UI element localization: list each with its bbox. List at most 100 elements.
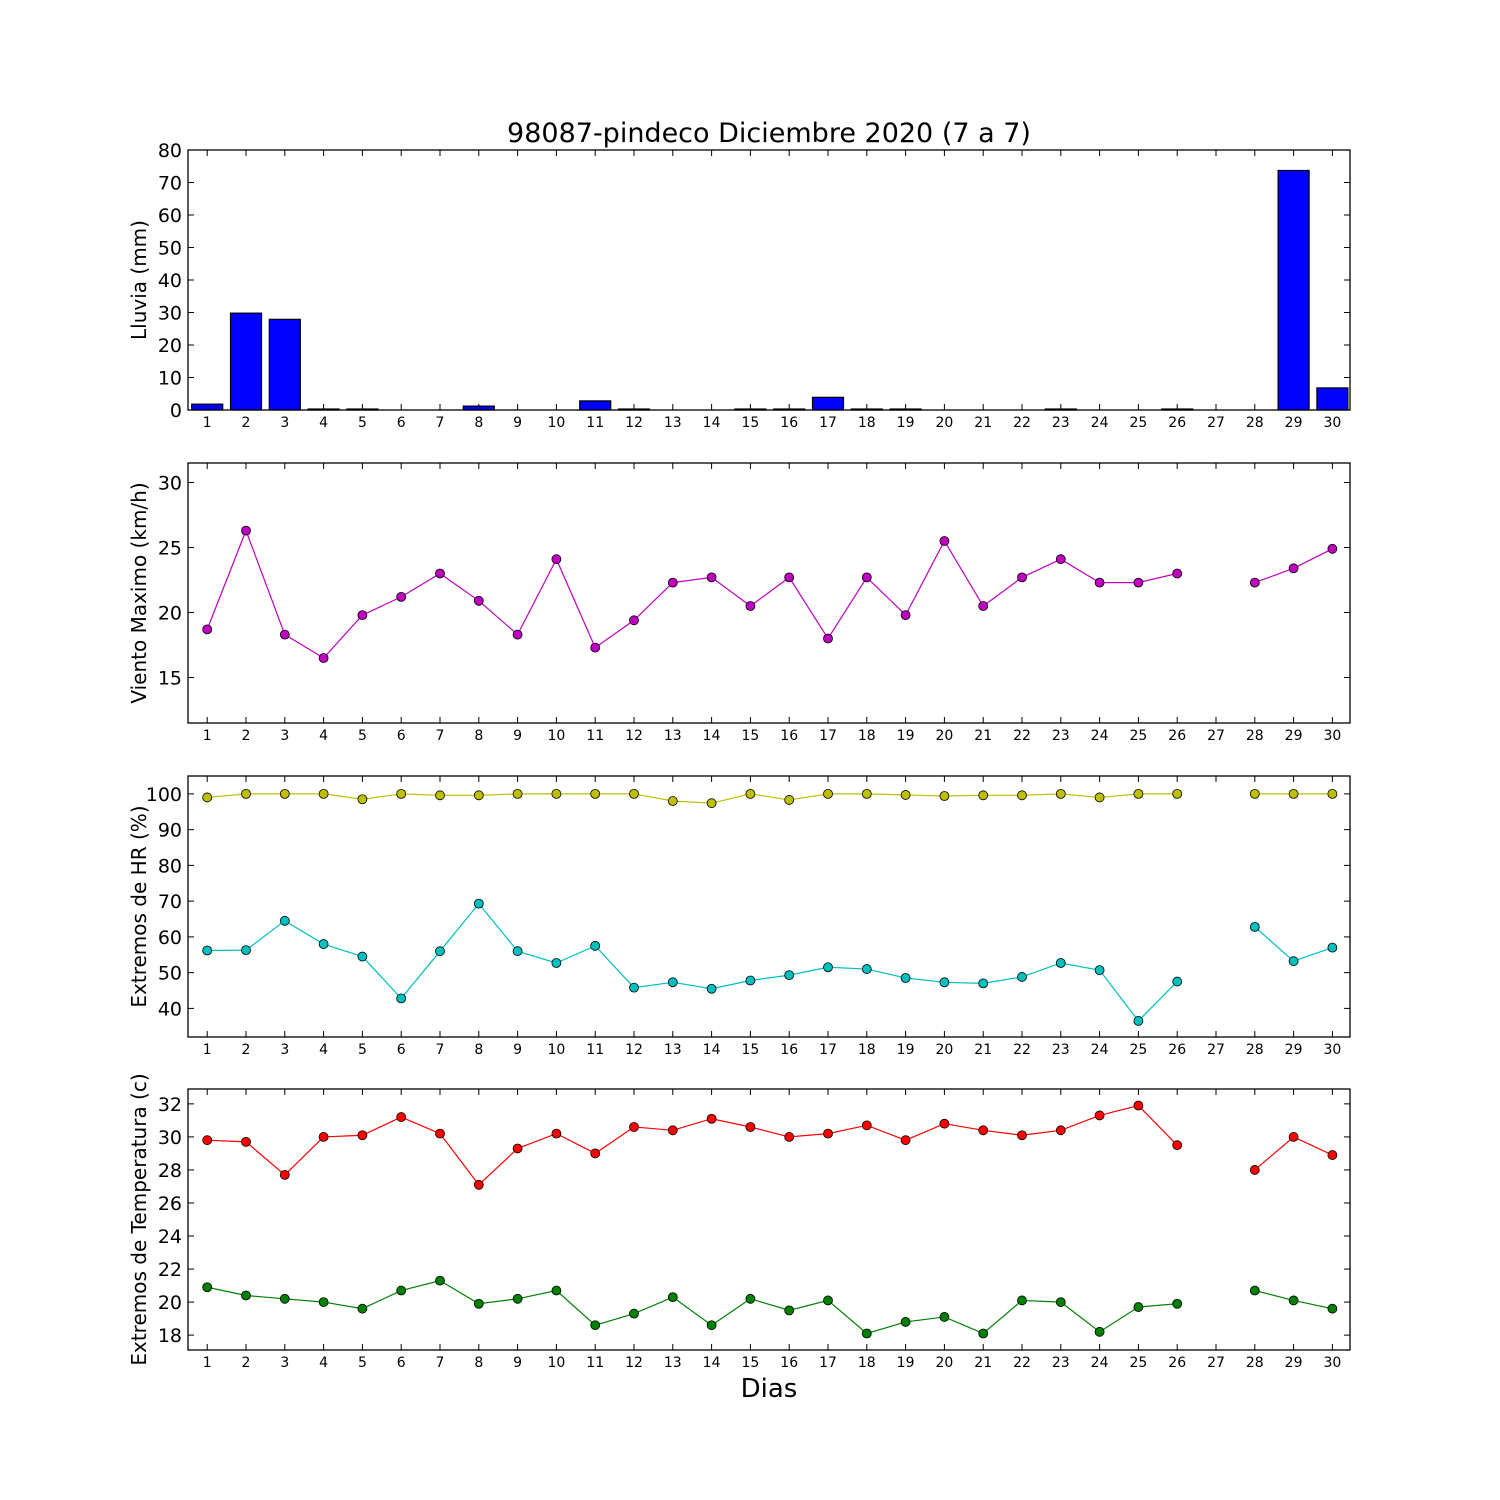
x-tick-label: 28 <box>1246 1355 1264 1371</box>
data-point <box>1327 942 1338 953</box>
data-point <box>241 1290 251 1301</box>
x-tick-label: 11 <box>586 728 604 744</box>
data-point <box>706 798 717 809</box>
data-point <box>978 1125 989 1136</box>
data-point <box>1133 788 1144 799</box>
y-tick-label: 20 <box>158 335 182 357</box>
y-tick-label: 70 <box>158 891 182 913</box>
x-tick-label: 15 <box>741 1355 759 1371</box>
x-tick-label: 21 <box>974 415 992 431</box>
y-tick-label: 0 <box>170 400 182 422</box>
x-tick-label: 4 <box>319 728 328 744</box>
data-point <box>1288 788 1299 799</box>
bar <box>268 318 301 411</box>
data-point <box>512 629 523 640</box>
x-tick-label: 13 <box>664 1355 682 1371</box>
x-tick-label: 2 <box>242 1042 251 1058</box>
x-tick-label: 12 <box>625 1355 643 1371</box>
x-tick-label: 18 <box>858 1355 876 1371</box>
data-point <box>900 610 911 620</box>
data-point <box>1017 972 1027 982</box>
x-tick-label: 20 <box>935 1042 953 1058</box>
data-point <box>318 788 329 799</box>
x-tick-label: 29 <box>1285 415 1303 431</box>
x-tick-label: 30 <box>1323 1355 1341 1371</box>
x-tick-label: 29 <box>1285 1042 1303 1058</box>
data-point <box>823 1128 833 1139</box>
y-tick-label: 30 <box>158 303 182 325</box>
x-tick-label: 3 <box>280 1355 289 1371</box>
data-point <box>706 983 717 994</box>
x-tick-label: 11 <box>586 1042 604 1058</box>
x-tick-label: 11 <box>586 1355 604 1371</box>
data-point <box>1017 1295 1027 1306</box>
x-tick-label: 3 <box>280 415 289 431</box>
data-point <box>1055 788 1066 799</box>
x-tick-label: 27 <box>1207 415 1225 431</box>
bar <box>191 403 224 411</box>
data-point <box>1249 788 1260 799</box>
y-tick-label: 50 <box>158 963 182 985</box>
data-point <box>1327 788 1338 799</box>
x-tick-label: 12 <box>625 415 643 431</box>
x-tick-label: 26 <box>1168 1042 1186 1058</box>
data-point <box>318 1132 329 1142</box>
y-tick-label: 80 <box>158 140 182 162</box>
x-tick-label: 27 <box>1207 1355 1225 1371</box>
data-point <box>473 1298 484 1309</box>
data-point <box>745 788 756 799</box>
x-tick-label: 16 <box>780 415 798 431</box>
x-tick-label: 21 <box>974 1355 992 1371</box>
x-tick-label: 22 <box>1013 1355 1031 1371</box>
data-point <box>318 653 329 663</box>
series-line-0 <box>207 793 1178 804</box>
x-tick-label: 14 <box>703 728 721 744</box>
series-line-1 <box>207 902 1178 1022</box>
data-point <box>784 795 795 805</box>
data-point <box>512 946 523 957</box>
x-tick-label: 18 <box>858 728 876 744</box>
data-point <box>745 975 756 986</box>
data-point <box>512 788 523 799</box>
x-tick-label: 17 <box>819 728 837 744</box>
data-point <box>279 1169 290 1180</box>
data-point <box>357 610 368 620</box>
x-tick-label: 19 <box>897 1355 915 1371</box>
x-tick-label: 26 <box>1168 1355 1186 1371</box>
x-tick-label: 10 <box>547 728 565 744</box>
data-point <box>978 978 989 989</box>
x-tick-label: 28 <box>1246 1042 1264 1058</box>
data-point <box>1172 568 1183 579</box>
data-point <box>279 629 290 640</box>
x-tick-label: 16 <box>780 1355 798 1371</box>
data-point <box>900 1317 911 1327</box>
y-tick-label: 30 <box>158 1127 182 1149</box>
x-tick-label: 1 <box>203 1355 212 1371</box>
x-tick-label: 16 <box>780 728 798 744</box>
y-tick-label: 100 <box>146 784 182 806</box>
data-point <box>357 1303 368 1314</box>
x-tick-label: 9 <box>513 728 522 744</box>
bar <box>229 312 263 411</box>
x-tick-label: 20 <box>935 415 953 431</box>
plot-frame <box>187 1088 1351 1351</box>
data-point <box>667 1292 678 1303</box>
data-point <box>745 1293 756 1304</box>
data-point <box>900 973 911 983</box>
data-point <box>1055 958 1066 968</box>
x-tick-label: 26 <box>1168 415 1186 431</box>
data-point <box>435 790 445 801</box>
x-tick-label: 9 <box>513 415 522 431</box>
x-tick-label: 25 <box>1129 728 1147 744</box>
x-tick-label: 30 <box>1323 1042 1341 1058</box>
x-tick-label: 20 <box>935 728 953 744</box>
x-tick-label: 23 <box>1052 1355 1070 1371</box>
x-tick-label: 7 <box>436 1355 445 1371</box>
data-point <box>241 945 251 956</box>
y-tick-label: 22 <box>158 1259 182 1281</box>
data-point <box>396 788 407 799</box>
y-tick-label: 18 <box>158 1325 182 1347</box>
y-tick-label: 50 <box>158 238 182 260</box>
x-tick-label: 28 <box>1246 728 1264 744</box>
